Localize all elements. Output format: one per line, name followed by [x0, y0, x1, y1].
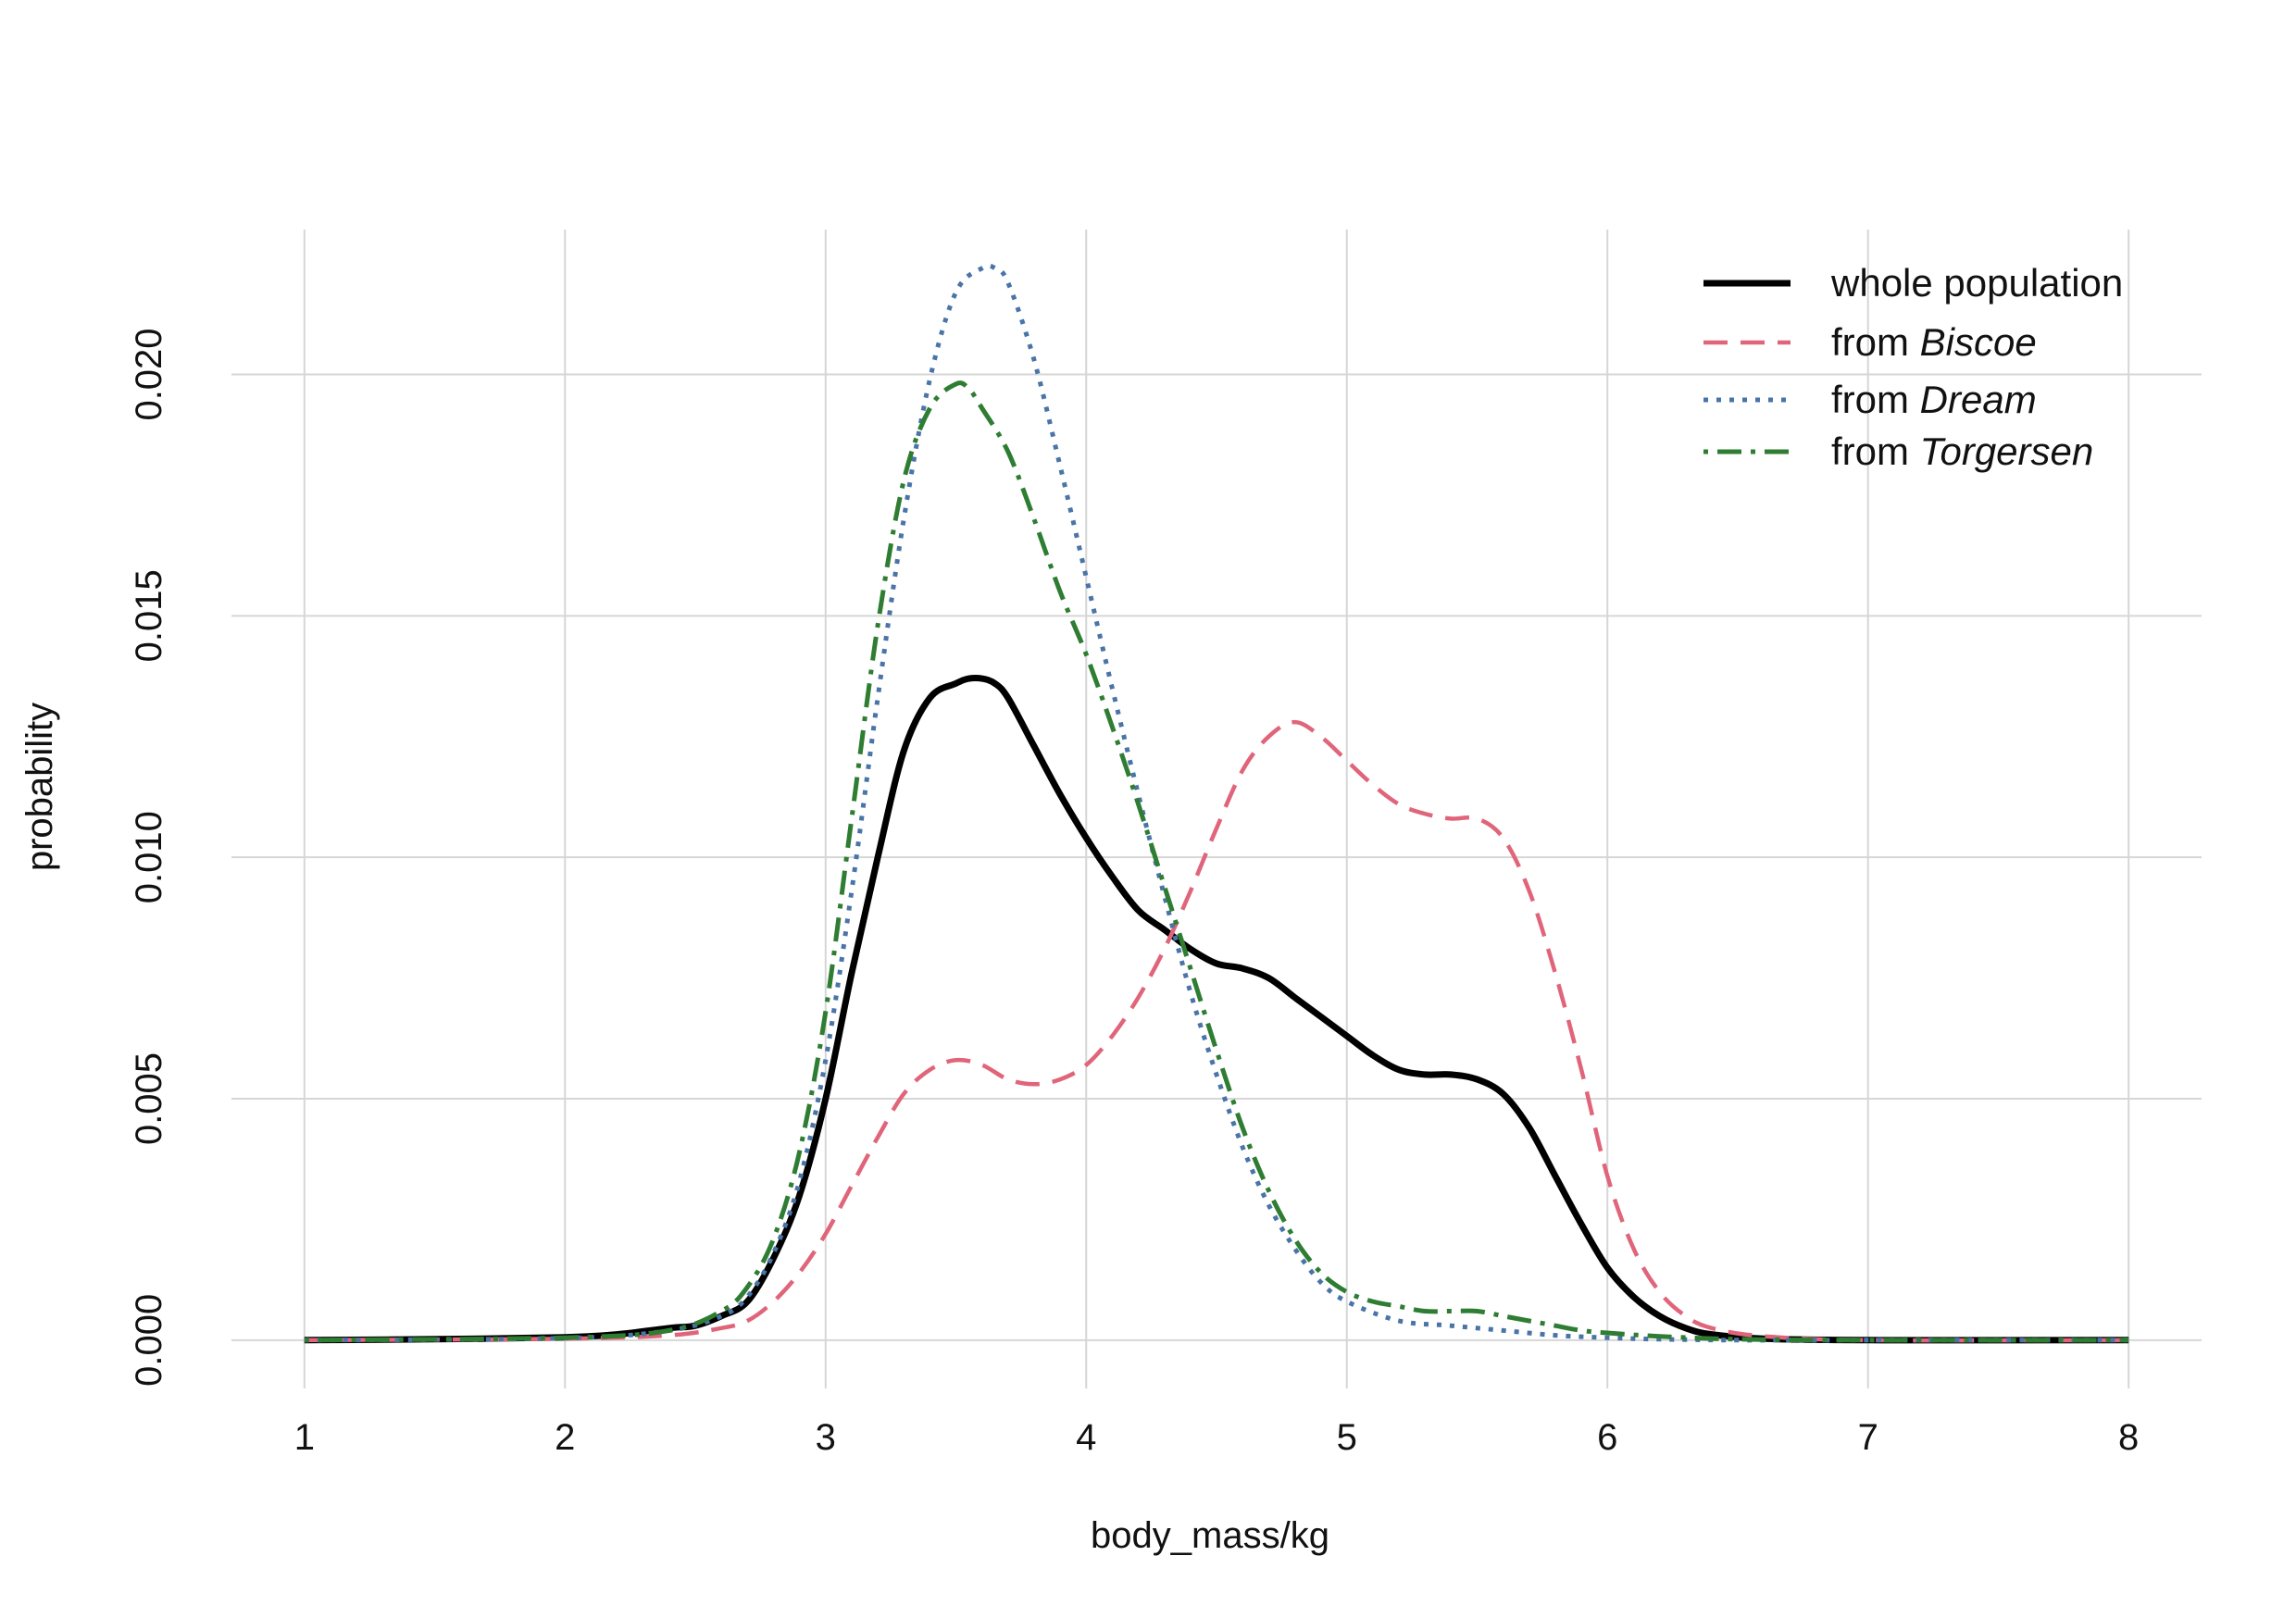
x-tick-label: 1: [294, 1417, 315, 1458]
legend-whole-population-label: whole population: [1830, 261, 2123, 305]
x-axis-title: body_mass/kg: [1091, 1515, 1329, 1556]
legend: whole population from Biscoe from Dream fro…: [1703, 261, 2123, 473]
x-tick-label: 7: [1858, 1417, 1878, 1458]
x-tick-label: 2: [555, 1417, 575, 1458]
series-dream-line: [304, 263, 2129, 1343]
y-tick-label: 0.010: [129, 811, 169, 903]
x-tick-label: 5: [1337, 1417, 1357, 1458]
x-tick-label: 4: [1076, 1417, 1096, 1458]
series-lines: [304, 263, 2129, 1344]
y-tick-label: 0.000: [129, 1294, 169, 1387]
series-torgersen-line: [304, 380, 2129, 1343]
grid: [231, 230, 2202, 1388]
x-axis-tick-labels: 1 2 3 4 5 6 7 8: [294, 1417, 2140, 1458]
series-biscoe-line: [304, 719, 2129, 1343]
y-tick-label: 0.015: [129, 569, 169, 662]
y-axis-title: probability: [19, 703, 60, 871]
y-axis-tick-labels: 0.000 0.005 0.010 0.015 0.020: [129, 328, 169, 1386]
x-tick-label: 8: [2118, 1417, 2139, 1458]
legend-torgersen-label: from Torgersen: [1831, 429, 2093, 473]
series-whole-population-line: [304, 675, 2129, 1344]
x-tick-label: 6: [1597, 1417, 1617, 1458]
y-tick-label: 0.005: [129, 1052, 169, 1145]
y-tick-label: 0.020: [129, 328, 169, 420]
legend-biscoe-label: from Biscoe: [1831, 320, 2037, 364]
x-tick-label: 3: [816, 1417, 836, 1458]
legend-dream-label: from Dream: [1831, 378, 2037, 421]
